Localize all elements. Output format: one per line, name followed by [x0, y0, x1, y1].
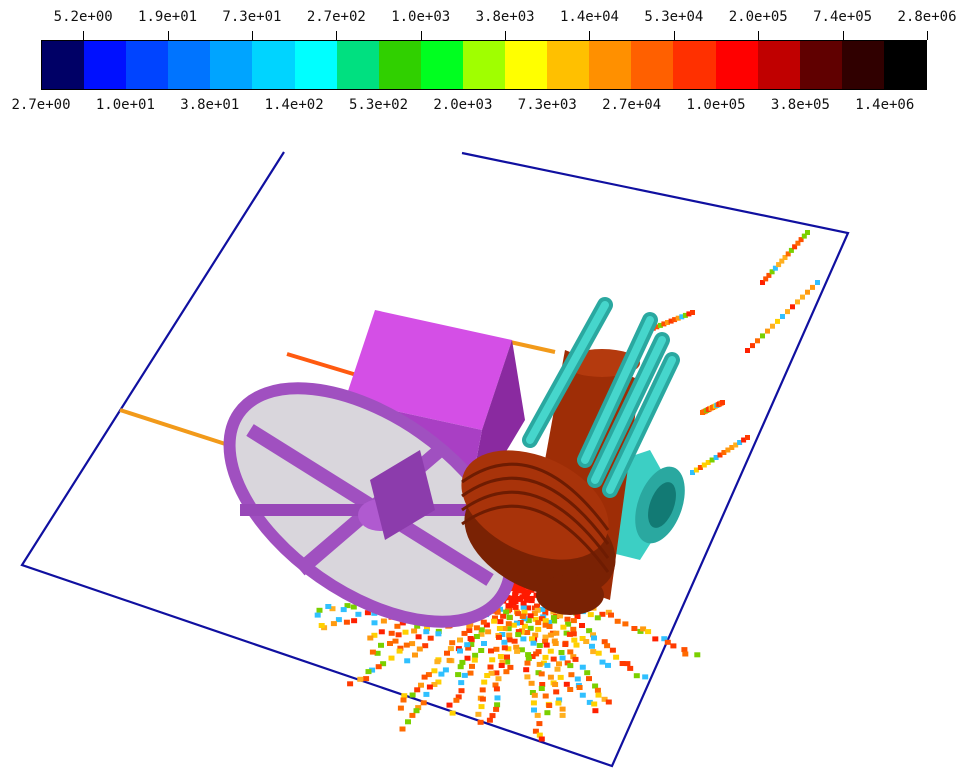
- colorbar-segment: [799, 41, 842, 89]
- colorbar-top-label: 1.0e+03: [391, 9, 451, 25]
- colorbar-segment: [589, 41, 632, 89]
- colorbar-top-label: 7.4e+05: [813, 9, 873, 25]
- colorbar-tick: [589, 31, 591, 40]
- colorbar-top-label: 1.9e+01: [138, 9, 198, 25]
- colorbar-tick: [83, 31, 85, 40]
- cyan-pipes: [522, 297, 680, 498]
- colorbar-bottom-label: 3.8e+01: [180, 97, 240, 113]
- colorbar-segment: [294, 41, 337, 89]
- colorbar-tick: [420, 31, 422, 40]
- colorbar-top-label: 5.2e+00: [53, 9, 113, 25]
- colorbar-bottom-label: 1.4e+06: [855, 97, 915, 113]
- colorbar-segment: [505, 41, 548, 89]
- colorbar-bottom-label: 2.0e+03: [433, 97, 493, 113]
- colorbar-legend: 5.2e+00 1.9e+01 7.3e+01 2.7e+02 1.0e+03 3.8e+…: [0, 0, 969, 130]
- colorbar-segment: [547, 41, 590, 89]
- colorbar-tick: [505, 31, 507, 40]
- colorbar-tick: [251, 31, 253, 40]
- colorbar-bottom-label: 2.7e+00: [11, 97, 71, 113]
- colorbar-bottom-label: 1.0e+01: [95, 97, 155, 113]
- colorbar-bottom-label: 3.8e+05: [770, 97, 830, 113]
- colorbar-segment: [252, 41, 295, 89]
- colorbar-top-label: 7.3e+01: [222, 9, 282, 25]
- ground-plane: [20, 151, 850, 768]
- colorbar-segment: [715, 41, 758, 89]
- colorbar-top-label: 2.7e+02: [306, 9, 366, 25]
- colorbar-segment: [210, 41, 253, 89]
- colorbar-segment: [462, 41, 506, 89]
- colorbar-tick: [927, 31, 928, 40]
- colorbar: [41, 40, 927, 90]
- colorbar-segment: [84, 41, 127, 89]
- colorbar-top-label: 2.0e+05: [728, 9, 788, 25]
- colorbar-segment: [378, 41, 421, 89]
- colorbar-top-label: 5.3e+04: [644, 9, 704, 25]
- colorbar-segment: [420, 41, 463, 89]
- colorbar-segment: [841, 41, 884, 89]
- colorbar-segment: [883, 41, 926, 89]
- 3d-scene-view: [20, 151, 850, 768]
- colorbar-bottom-label: 7.3e+03: [517, 97, 577, 113]
- colorbar-top-label: 1.4e+04: [559, 9, 619, 25]
- colorbar-segment: [126, 41, 169, 89]
- colorbar-bottom-label: 1.0e+05: [686, 97, 746, 113]
- colorbar-segment: [42, 41, 85, 89]
- colorbar-tick: [758, 31, 760, 40]
- purple-wheel: [223, 382, 517, 628]
- colorbar-tick: [842, 31, 844, 40]
- colorbar-tick: [336, 31, 338, 40]
- colorbar-top-label: 2.8e+06: [897, 9, 957, 25]
- colorbar-tick: [167, 31, 169, 40]
- colorbar-segment: [757, 41, 800, 89]
- colorbar-segment: [168, 41, 211, 89]
- colorbar-bottom-label: 1.4e+02: [264, 97, 324, 113]
- colorbar-segment: [631, 41, 674, 89]
- colorbar-bottom-label: 2.7e+04: [602, 97, 662, 113]
- colorbar-segment: [336, 41, 379, 89]
- colorbar-bottom-label: 5.3e+02: [349, 97, 409, 113]
- colorbar-top-label: 3.8e+03: [475, 9, 535, 25]
- colorbar-segment: [673, 41, 716, 89]
- colorbar-tick: [673, 31, 675, 40]
